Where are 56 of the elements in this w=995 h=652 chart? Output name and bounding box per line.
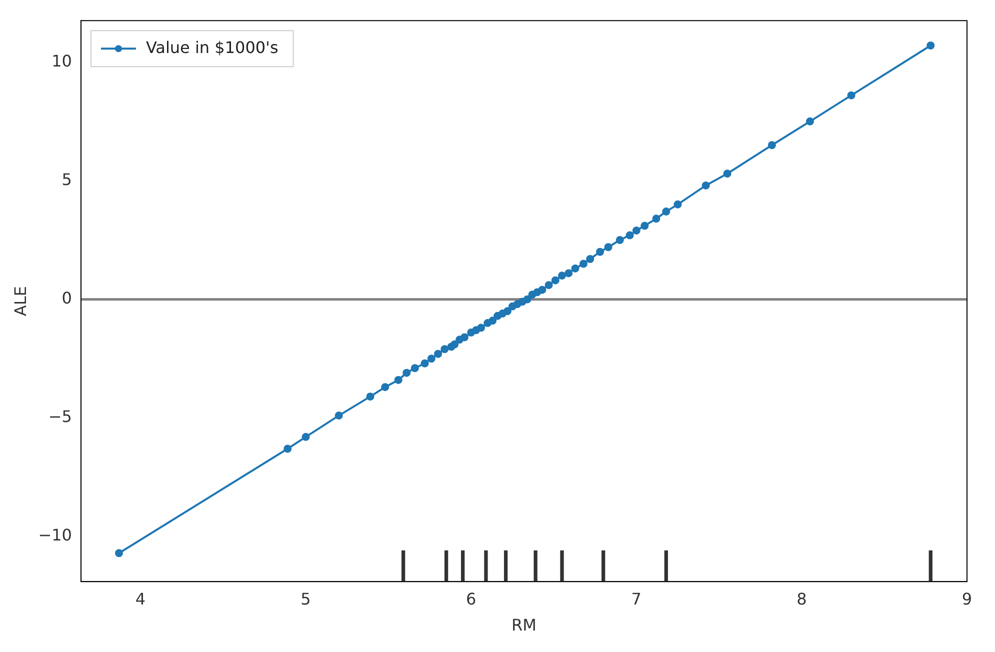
point xyxy=(460,333,468,342)
point xyxy=(626,231,634,240)
legend-label: Value in $1000's xyxy=(146,38,278,57)
point xyxy=(806,117,814,126)
point xyxy=(477,324,486,332)
point xyxy=(402,368,411,377)
x-tick-label: 9 xyxy=(962,589,972,608)
point xyxy=(652,214,660,223)
point xyxy=(640,222,649,230)
point xyxy=(503,307,512,316)
point xyxy=(420,359,429,368)
point xyxy=(410,364,419,372)
point xyxy=(488,316,497,325)
point xyxy=(847,91,856,100)
point xyxy=(571,264,580,272)
point xyxy=(564,269,573,278)
point xyxy=(586,254,594,263)
point xyxy=(551,276,560,284)
point xyxy=(723,170,732,178)
x-tick-label: 6 xyxy=(466,589,476,608)
point xyxy=(538,286,546,294)
x-tick-label: 4 xyxy=(135,589,146,608)
y-tick-label: −10 xyxy=(38,526,72,545)
point xyxy=(434,350,442,358)
point xyxy=(284,444,292,453)
point xyxy=(114,549,123,558)
y-tick-label: −5 xyxy=(48,407,72,426)
point xyxy=(440,345,449,354)
point xyxy=(366,392,374,401)
point xyxy=(632,226,640,235)
point xyxy=(450,340,459,348)
y-axis-title: ALE xyxy=(10,286,30,316)
point xyxy=(579,260,588,268)
point xyxy=(334,412,343,420)
point xyxy=(544,281,553,290)
point xyxy=(768,141,776,150)
x-tick-label: 8 xyxy=(796,589,807,608)
y-tick-label: 5 xyxy=(62,170,72,189)
point xyxy=(604,243,612,252)
point xyxy=(523,295,532,304)
y-tick-label: 0 xyxy=(62,288,72,308)
point xyxy=(427,354,436,363)
point xyxy=(616,236,624,244)
x-tick-label: 5 xyxy=(300,589,311,608)
point xyxy=(302,432,310,441)
point xyxy=(702,181,710,190)
point xyxy=(674,200,682,208)
point xyxy=(381,383,390,392)
point xyxy=(596,248,604,256)
point xyxy=(926,42,935,50)
y-tick-label: 10 xyxy=(52,51,72,70)
x-tick-label: 7 xyxy=(631,589,642,608)
point xyxy=(662,208,670,216)
point xyxy=(394,376,402,384)
point xyxy=(558,272,566,280)
x-axis-title: RM xyxy=(512,616,536,635)
